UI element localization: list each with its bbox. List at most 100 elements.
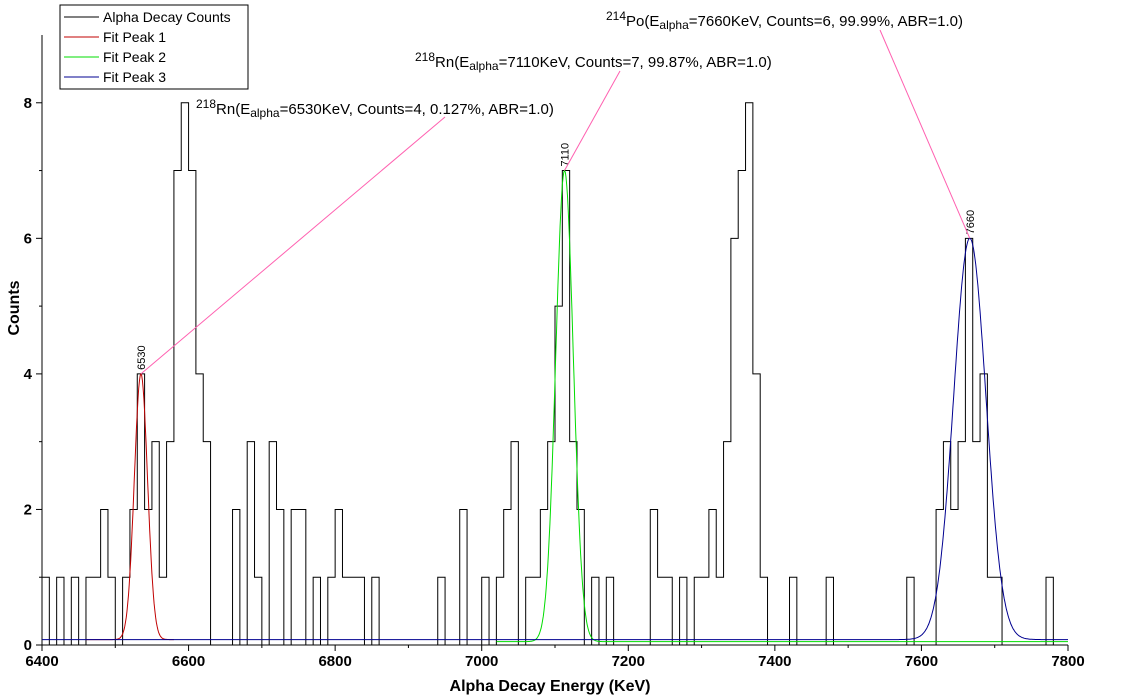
histogram-bin xyxy=(101,509,108,645)
x-tick-label: 6600 xyxy=(172,653,205,670)
histogram-bin xyxy=(716,577,723,645)
histogram-bin xyxy=(987,577,994,645)
annotation-leader-line xyxy=(879,29,971,239)
peak-annotation: 214Po(Ealpha=7660KeV, Counts=6, 99.99%, … xyxy=(606,9,963,32)
histogram-bin xyxy=(907,577,914,645)
histogram-bin xyxy=(965,238,972,645)
peak-annotation: 218Rn(Ealpha=6530KeV, Counts=4, 0.127%, … xyxy=(196,97,554,120)
histogram-bin xyxy=(86,577,93,645)
histogram-bin xyxy=(145,509,152,645)
x-axis-title: Alpha Decay Energy (KeV) xyxy=(450,678,651,695)
fit-curve-peak-3 xyxy=(42,237,1068,641)
histogram-bin xyxy=(137,374,144,645)
histogram-bin xyxy=(357,577,364,645)
histogram-bin xyxy=(753,374,760,645)
histogram-bin xyxy=(299,509,306,645)
annotation-element: Rn(E xyxy=(435,54,469,71)
histogram-bin xyxy=(174,171,181,645)
histogram-bin xyxy=(130,509,137,645)
peak-value-label: 7660 xyxy=(965,210,977,234)
histogram-bin xyxy=(738,171,745,645)
histogram-bin xyxy=(233,509,240,645)
y-tick-label: 0 xyxy=(24,637,32,654)
histogram-bin xyxy=(328,577,335,645)
data-layer xyxy=(41,102,1068,646)
histogram-bin xyxy=(936,509,943,645)
x-tick-label: 7000 xyxy=(465,653,498,670)
legend-entry: Fit Peak 1 xyxy=(103,29,166,45)
histogram-bin xyxy=(335,509,342,645)
histogram-bin xyxy=(973,442,980,645)
annotation-detail: =6530KeV, Counts=4, 0.127%, ABR=1.0) xyxy=(280,101,554,118)
histogram-bin xyxy=(592,577,599,645)
annotation-detail: =7660KeV, Counts=6, 99.99%, ABR=1.0) xyxy=(689,13,963,30)
annotation-element: Rn(E xyxy=(216,101,250,118)
histogram-bin xyxy=(606,577,613,645)
annotation-subscript: alpha xyxy=(659,18,689,32)
annotation-subscript: alpha xyxy=(469,59,499,73)
histogram-alpha-decay-counts xyxy=(41,102,1068,646)
histogram-bin xyxy=(1046,577,1053,645)
histogram-bin xyxy=(760,577,767,645)
y-tick-label: 2 xyxy=(24,501,32,518)
x-tick-label: 7600 xyxy=(905,653,938,670)
histogram-bin xyxy=(943,442,950,645)
annotation-element: Po(E xyxy=(626,13,659,30)
histogram-bin xyxy=(277,509,284,645)
annotation-leader-line xyxy=(140,116,446,375)
x-tick-label: 6800 xyxy=(318,653,351,670)
peak-annotation: 218Rn(Ealpha=7110KeV, Counts=7, 99.87%, … xyxy=(415,50,772,73)
annotation-mass-number: 218 xyxy=(196,97,216,111)
y-tick-label: 4 xyxy=(24,366,33,383)
histogram-bin xyxy=(650,509,657,645)
x-tick-label: 7800 xyxy=(1051,653,1084,670)
legend-entry: Fit Peak 2 xyxy=(103,49,166,65)
histogram-bin xyxy=(526,577,533,645)
histogram-bin xyxy=(511,442,518,645)
histogram-bin xyxy=(255,577,262,645)
legend-entry: Alpha Decay Counts xyxy=(103,9,231,25)
annotation-leader-line xyxy=(564,70,621,171)
peak-value-label: 7110 xyxy=(560,143,572,167)
legend-entry: Fit Peak 3 xyxy=(103,69,166,85)
histogram-bin xyxy=(71,577,78,645)
histogram-bin xyxy=(709,509,716,645)
histogram-bin xyxy=(57,577,64,645)
histogram-bin xyxy=(291,509,298,645)
histogram-bin xyxy=(108,577,115,645)
histogram-bin xyxy=(562,171,569,645)
histogram-bin xyxy=(438,577,445,645)
histogram-bin xyxy=(482,577,489,645)
x-tick-label: 7200 xyxy=(612,653,645,670)
histogram-bin xyxy=(570,442,577,645)
histogram-bin xyxy=(313,577,320,645)
histogram-bin xyxy=(504,509,511,645)
histogram-bin xyxy=(203,442,210,645)
histogram-bin xyxy=(372,577,379,645)
histogram-bin xyxy=(790,577,797,645)
histogram-bin xyxy=(826,577,833,645)
histogram-bin xyxy=(496,577,503,645)
histogram-bin xyxy=(951,509,958,645)
annotation-mass-number: 218 xyxy=(415,50,435,64)
histogram-bin xyxy=(167,442,174,645)
annotation-detail: =7110KeV, Counts=7, 99.87%, ABR=1.0) xyxy=(499,54,772,71)
histogram-bin xyxy=(746,103,753,645)
histogram-bin xyxy=(680,577,687,645)
annotation-mass-number: 214 xyxy=(606,9,626,23)
histogram-bin xyxy=(724,442,731,645)
x-tick-label: 7400 xyxy=(758,653,791,670)
histogram-bin xyxy=(731,238,738,645)
histogram-bin xyxy=(694,577,701,645)
fit-curve-peak-2 xyxy=(496,169,1068,643)
histogram-bin xyxy=(196,374,203,645)
histogram-bin xyxy=(181,103,188,645)
histogram-bin xyxy=(995,577,1002,645)
histogram-bin xyxy=(980,374,987,645)
histogram-bin xyxy=(665,577,672,645)
y-tick-label: 8 xyxy=(24,95,32,112)
histogram-bin xyxy=(702,577,709,645)
x-tick-label: 6400 xyxy=(25,653,58,670)
